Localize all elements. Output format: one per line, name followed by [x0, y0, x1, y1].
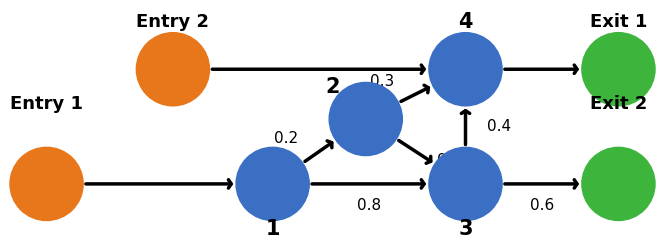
Ellipse shape [10, 147, 83, 220]
Ellipse shape [136, 33, 209, 106]
Text: Entry 2: Entry 2 [136, 13, 209, 31]
Text: 4: 4 [458, 12, 473, 32]
Ellipse shape [236, 147, 309, 220]
Text: 3: 3 [458, 219, 473, 238]
Text: 0.4: 0.4 [487, 119, 511, 134]
Text: Exit 2: Exit 2 [590, 95, 647, 113]
Ellipse shape [582, 33, 655, 106]
Text: 0.3: 0.3 [370, 74, 394, 89]
Text: 0.6: 0.6 [530, 198, 554, 213]
Text: 0.7: 0.7 [437, 153, 461, 168]
Ellipse shape [329, 82, 402, 156]
Text: 0.2: 0.2 [274, 131, 298, 146]
Text: 2: 2 [325, 77, 340, 97]
Text: Exit 1: Exit 1 [590, 13, 647, 31]
Ellipse shape [582, 147, 655, 220]
Ellipse shape [429, 147, 502, 220]
Text: 1: 1 [265, 219, 280, 238]
Text: 0.8: 0.8 [357, 198, 381, 213]
Ellipse shape [429, 33, 502, 106]
Text: Entry 1: Entry 1 [10, 95, 83, 113]
